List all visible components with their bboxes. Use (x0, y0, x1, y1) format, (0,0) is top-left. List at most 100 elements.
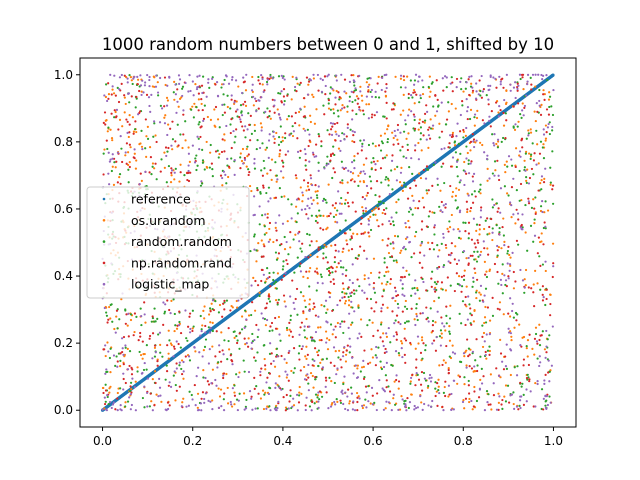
scatter-point (545, 297, 548, 301)
scatter-point (510, 158, 513, 161)
scatter-point (478, 79, 481, 82)
scatter-point (287, 198, 290, 201)
scatter-point (291, 125, 294, 128)
scatter-point (479, 216, 482, 219)
scatter-point (362, 365, 365, 368)
scatter-point (253, 129, 257, 132)
scatter-point (309, 254, 312, 257)
scatter-point (156, 360, 159, 363)
scatter-point (465, 81, 468, 84)
scatter-point (426, 168, 429, 171)
scatter-point (362, 209, 365, 212)
scatter-point (414, 279, 417, 282)
scatter-point (404, 123, 407, 126)
scatter-point (501, 398, 504, 402)
scatter-point (354, 364, 357, 367)
scatter-point (519, 226, 522, 229)
scatter-point (405, 269, 408, 272)
scatter-point (455, 165, 458, 169)
scatter-point (387, 326, 390, 330)
scatter-point (112, 92, 116, 95)
scatter-point (266, 267, 269, 270)
scatter-point (218, 395, 222, 398)
scatter-point (257, 79, 260, 82)
scatter-point (428, 373, 432, 377)
scatter-point (498, 374, 501, 378)
scatter-point (202, 369, 205, 372)
scatter-point (334, 270, 337, 273)
scatter-point (332, 282, 336, 285)
scatter-point (140, 129, 143, 132)
scatter-point (481, 90, 485, 93)
scatter-point (374, 145, 377, 148)
scatter-point (453, 258, 456, 261)
scatter-point (304, 255, 307, 259)
scatter-point (103, 402, 107, 406)
scatter-point (159, 76, 162, 80)
scatter-point (243, 156, 246, 160)
scatter-point (282, 103, 286, 106)
scatter-point (479, 183, 482, 186)
scatter-point (295, 205, 298, 208)
scatter-point (209, 118, 213, 122)
scatter-point (503, 395, 506, 398)
scatter-point (211, 399, 214, 402)
scatter-point (367, 143, 371, 147)
scatter-point (418, 75, 421, 78)
scatter-point (373, 401, 376, 404)
scatter-point (447, 384, 450, 387)
scatter-point (390, 159, 394, 162)
scatter-point (416, 318, 419, 322)
scatter-point (512, 270, 515, 274)
scatter-point (276, 108, 279, 111)
scatter-point (363, 277, 366, 281)
scatter-point (423, 121, 426, 124)
scatter-point (155, 178, 158, 181)
scatter-point (202, 349, 205, 352)
scatter-point (352, 74, 355, 77)
scatter-point (191, 309, 194, 312)
scatter-point (455, 187, 458, 190)
scatter-point (519, 182, 523, 186)
scatter-point (401, 398, 404, 401)
scatter-point (435, 110, 439, 113)
scatter-point (200, 125, 203, 128)
scatter-point (465, 145, 468, 148)
scatter-point (274, 408, 277, 412)
scatter-point (286, 220, 289, 223)
scatter-point (522, 114, 525, 117)
scatter-point (462, 399, 465, 402)
scatter-point (317, 132, 320, 136)
scatter-point (420, 336, 424, 339)
scatter-point (512, 86, 516, 89)
scatter-point (526, 355, 529, 358)
scatter-point (339, 401, 343, 405)
scatter-point (298, 124, 301, 127)
scatter-point (445, 344, 448, 348)
scatter-point (220, 150, 224, 154)
scatter-point (189, 312, 192, 315)
scatter-point (477, 396, 481, 399)
scatter-point (525, 400, 528, 403)
scatter-point (542, 128, 545, 131)
scatter-point (124, 346, 127, 349)
scatter-point (107, 126, 110, 129)
scatter-point (479, 89, 482, 93)
scatter-point (114, 166, 117, 169)
scatter-point (143, 385, 146, 388)
scatter-point (283, 99, 286, 103)
scatter-point (324, 376, 328, 379)
scatter-point (409, 382, 412, 385)
scatter-point (218, 152, 221, 156)
scatter-point (160, 107, 164, 110)
scatter-point (139, 84, 143, 87)
scatter-point (296, 137, 299, 140)
scatter-point (422, 371, 426, 375)
scatter-point (448, 355, 451, 358)
scatter-point (396, 123, 400, 127)
scatter-point (349, 179, 353, 182)
scatter-point (382, 202, 385, 205)
scatter-point (495, 408, 499, 411)
scatter-point (419, 132, 423, 135)
scatter-point (397, 321, 400, 324)
